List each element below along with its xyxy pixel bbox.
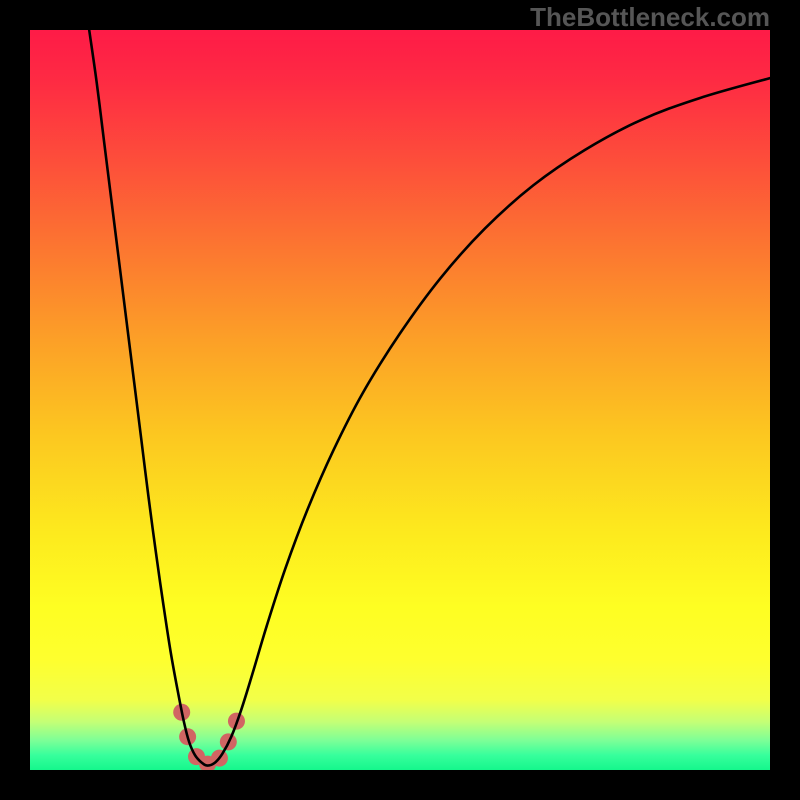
plot-area bbox=[30, 30, 770, 770]
chart-svg bbox=[30, 30, 770, 770]
gradient-background bbox=[30, 30, 770, 770]
watermark-text: TheBottleneck.com bbox=[530, 2, 770, 33]
